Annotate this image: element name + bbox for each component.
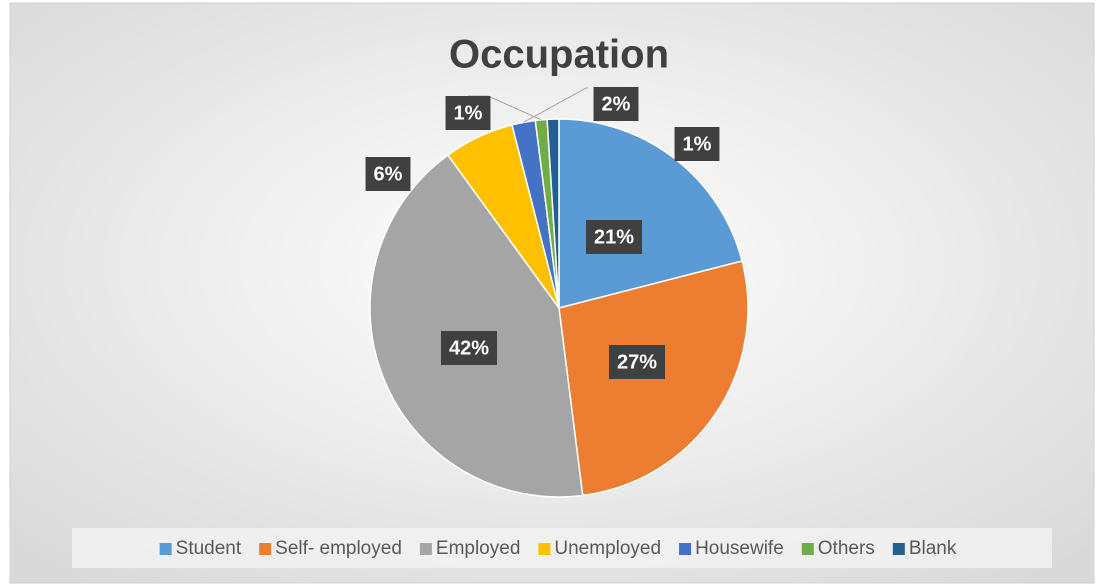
pie-slice — [369, 154, 584, 498]
legend-swatch — [259, 543, 272, 555]
data-label-box — [593, 87, 639, 121]
legend-swatch — [801, 543, 814, 555]
legend-swatch — [419, 543, 432, 555]
data-label-box — [445, 96, 491, 130]
data-label: 1% — [683, 133, 712, 155]
legend-label: Employed — [436, 538, 521, 559]
legend-label: Others — [818, 538, 875, 559]
data-label-box — [608, 345, 666, 379]
legend-label: Housewife — [695, 538, 784, 559]
data-label: 2% — [602, 93, 631, 115]
data-label: 1% — [454, 102, 483, 124]
legend-label: Student — [176, 538, 242, 559]
legend-swatch — [679, 543, 692, 555]
legend-swatch — [159, 543, 172, 555]
data-label-box — [674, 127, 720, 161]
data-label-box — [440, 331, 498, 365]
data-label: 21% — [594, 226, 634, 248]
data-label: 42% — [449, 337, 489, 359]
legend-swatch — [892, 543, 905, 555]
legend-label: Blank — [909, 538, 957, 559]
legend-label: Self- employed — [275, 538, 402, 559]
data-label: 6% — [374, 163, 403, 185]
chart-title: Occupation — [449, 33, 669, 77]
data-label-box — [365, 157, 411, 191]
legend-swatch — [538, 543, 551, 555]
legend-box — [72, 528, 1052, 568]
data-label: 27% — [617, 351, 657, 373]
leader-line — [523, 87, 588, 123]
legend-label: Unemployed — [554, 538, 661, 559]
data-label-box — [585, 220, 643, 254]
pie-slice — [546, 118, 560, 309]
